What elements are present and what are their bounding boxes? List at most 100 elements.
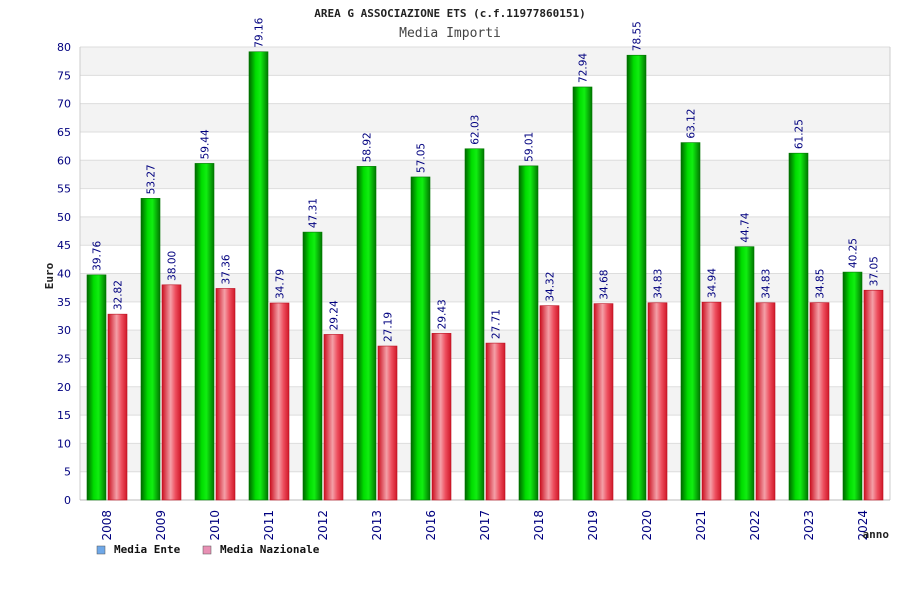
plot-band [80,358,890,387]
y-tick-label: 70 [57,98,71,111]
x-tick-label: 2011 [262,510,276,541]
y-tick-label: 60 [57,154,71,167]
plot-band [80,47,890,76]
bar-media-ente [572,86,593,501]
x-axis-ticks: 2008 2009 2010 2011 2012 2013 2016 2017 2018 2019… [100,510,870,541]
bar-media-nazionale [755,302,776,501]
value-label: 27.19 [383,312,395,342]
value-label: 63.12 [686,109,698,139]
bar-media-ente [518,165,539,501]
plot-band [80,188,890,217]
x-tick-label: 2023 [802,510,816,541]
value-label: 58.92 [362,132,374,162]
bar-media-ente [734,246,755,501]
plot-band [80,131,890,161]
bar-media-nazionale [431,333,452,501]
bar-media-nazionale [809,302,830,501]
bar-media-nazionale [215,288,236,501]
plot-band [80,245,890,274]
y-tick-label: 40 [57,268,71,281]
bar-media-ente [248,51,269,501]
y-tick-label: 65 [57,126,71,139]
bar-media-nazionale [485,342,506,501]
bar-media-nazionale [701,301,722,501]
bars [86,51,884,501]
value-label: 59.44 [200,129,212,159]
value-label: 37.05 [869,256,881,286]
x-tick-label: 2008 [100,510,114,541]
value-label: 34.85 [815,269,827,299]
y-tick-label: 20 [57,381,71,394]
bar-media-nazionale [107,313,128,501]
bar-media-ente [842,271,863,501]
gridlines [79,46,891,501]
bar-media-nazionale [269,302,290,501]
plot-band [80,216,890,246]
y-tick-label: 30 [57,324,71,337]
plot-band [80,386,890,416]
value-label: 29.43 [437,299,449,329]
bar-media-nazionale [539,305,560,501]
y-tick-label: 25 [57,352,71,365]
value-label: 72.94 [578,53,590,83]
y-tick-label: 45 [57,239,71,252]
bar-media-ente [464,148,485,501]
legend-swatch-media-ente [96,545,106,555]
legend-label-media-nazionale: Media Nazionale [220,543,320,556]
x-tick-label: 2012 [316,510,330,541]
x-tick-label: 2013 [370,510,384,541]
x-tick-label: 2022 [748,510,762,541]
x-tick-label: 2021 [694,510,708,541]
plot-band [80,301,890,331]
value-label: 62.03 [470,115,482,145]
bar-media-ente [410,176,431,501]
x-tick-label: 2009 [154,510,168,541]
value-label: 27.71 [491,309,503,339]
value-label: 38.00 [167,251,179,281]
bar-media-ente [680,142,701,501]
bar-media-nazionale [161,284,182,501]
value-label: 34.68 [599,270,611,300]
y-axis-ticks: 0 5 10 15 20 25 30 35 40 45 50 55 60 65 70 75 80 [57,41,71,507]
bar-media-nazionale [863,289,884,501]
value-label: 34.32 [545,272,557,302]
value-label: 34.83 [761,269,773,299]
plot-band [80,75,890,104]
value-label: 44.74 [740,212,752,242]
chart-subtitle: Media Importi [399,26,501,41]
bar-media-nazionale [377,345,398,501]
y-tick-label: 50 [57,211,71,224]
value-label: 40.25 [848,238,860,268]
bar-media-nazionale [593,303,614,501]
x-tick-label: 2010 [208,510,222,541]
value-label: 79.16 [254,17,266,47]
plot-band [80,330,890,359]
plot-band [80,103,890,132]
value-label: 57.05 [416,143,428,173]
y-tick-label: 15 [57,409,71,422]
value-label: 39.76 [92,240,104,270]
value-label: 34.94 [707,268,719,298]
value-label: 34.79 [275,269,287,299]
y-tick-label: 80 [57,41,71,54]
legend-label-media-ente: Media Ente [114,543,181,556]
value-label: 37.36 [221,254,233,284]
plot-band [80,443,890,472]
y-tick-label: 55 [57,183,71,196]
bar-media-nazionale [647,302,668,501]
legend-swatch-media-nazionale [202,545,212,555]
bar-media-ente [626,54,647,501]
value-label: 29.24 [329,300,341,330]
value-label: 59.01 [524,132,536,162]
chart-title: AREA G ASSOCIAZIONE ETS (c.f.11977860151… [314,7,586,20]
x-tick-label: 2016 [424,510,438,541]
x-tick-label: 2024 [856,510,870,541]
bar-media-ente [194,163,215,501]
plot-band [80,273,890,302]
x-axis-label: anno [863,528,890,541]
value-label: 78.55 [632,21,644,51]
y-tick-label: 10 [57,437,71,450]
value-label: 32.82 [113,280,125,310]
plot-band [80,471,890,500]
y-tick-label: 0 [64,494,71,507]
